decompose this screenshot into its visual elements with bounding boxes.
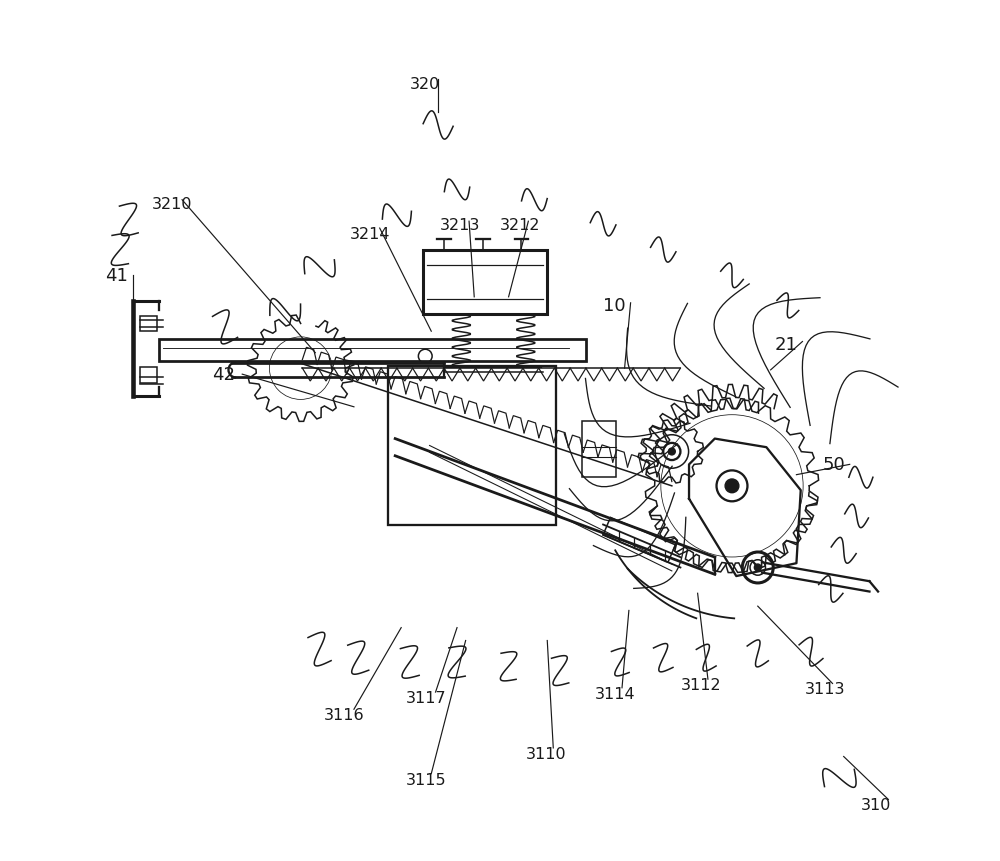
Text: 3114: 3114 bbox=[595, 686, 635, 701]
Text: 10: 10 bbox=[603, 297, 626, 314]
Text: 50: 50 bbox=[822, 455, 845, 474]
Bar bbox=[159, 340, 586, 362]
Circle shape bbox=[725, 480, 739, 493]
Text: 3115: 3115 bbox=[405, 771, 446, 787]
Text: 3112: 3112 bbox=[680, 678, 721, 692]
Text: 320: 320 bbox=[410, 77, 440, 91]
Text: 3214: 3214 bbox=[350, 226, 390, 242]
Text: 3113: 3113 bbox=[805, 682, 846, 697]
Bar bbox=[582, 422, 616, 478]
Bar bbox=[423, 251, 547, 314]
Text: 41: 41 bbox=[105, 267, 128, 285]
Text: 310: 310 bbox=[861, 797, 891, 813]
Bar bbox=[388, 366, 556, 525]
Text: 3110: 3110 bbox=[526, 746, 566, 761]
Text: 3117: 3117 bbox=[405, 691, 446, 705]
Bar bbox=[140, 368, 157, 383]
Text: 3213: 3213 bbox=[440, 218, 480, 233]
Bar bbox=[603, 517, 675, 562]
Bar bbox=[140, 316, 157, 331]
Text: 42: 42 bbox=[212, 365, 235, 383]
Text: 3116: 3116 bbox=[324, 708, 364, 722]
Text: 3212: 3212 bbox=[500, 218, 540, 233]
Circle shape bbox=[668, 449, 675, 455]
Text: 3210: 3210 bbox=[152, 196, 193, 212]
Text: 21: 21 bbox=[775, 335, 798, 353]
Circle shape bbox=[754, 564, 761, 571]
